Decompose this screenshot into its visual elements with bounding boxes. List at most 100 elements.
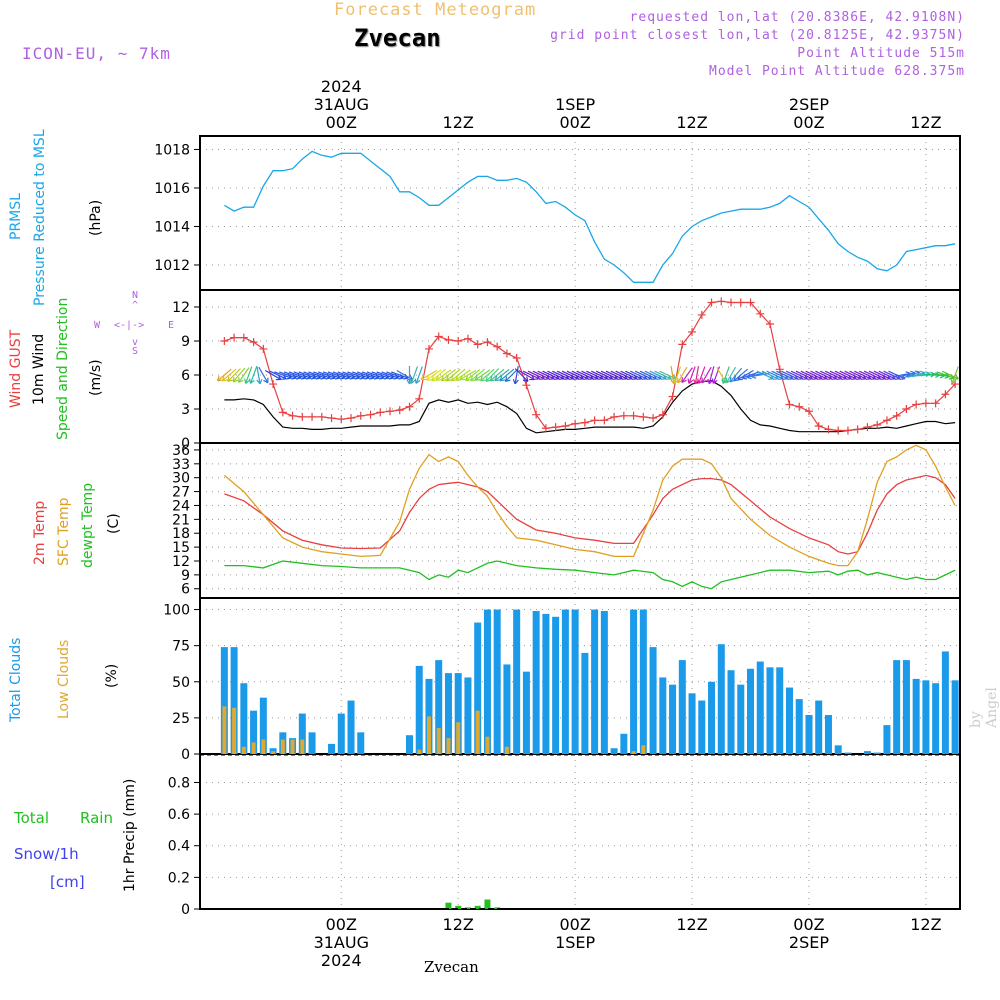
model-label: ICON-EU, ~ 7km: [22, 44, 171, 63]
wind-direction-arrow: [217, 368, 232, 382]
y-tick-label: 0.4: [168, 839, 190, 855]
wind-direction-arrow: [824, 370, 842, 380]
wind-direction-arrow: [221, 368, 237, 382]
wind-direction-arrow: [245, 366, 253, 384]
wind-arrow-head: [474, 375, 481, 381]
low-cloud-bar: [504, 746, 509, 754]
gust-marker: [668, 392, 677, 401]
low-cloud-bar: [475, 710, 480, 754]
total-cloud-bar: [747, 668, 755, 754]
y-tick-label: 30: [172, 471, 190, 487]
wind-direction-arrow: [834, 370, 852, 380]
panel-frame: [199, 289, 961, 444]
panel-frame: [199, 135, 961, 291]
wind-arrow-head: [681, 377, 687, 383]
wind-direction-arrow: [446, 368, 461, 382]
wind-direction-arrow: [733, 368, 749, 382]
gust-marker: [843, 426, 852, 435]
gust-marker: [483, 338, 492, 347]
wind-direction-arrow: [376, 371, 394, 379]
total-cloud-bar: [542, 613, 550, 754]
wind-direction-arrow: [854, 370, 871, 380]
y-tick-label: 24: [172, 498, 190, 514]
total-cloud-bar: [493, 609, 501, 754]
wind-direction-arrow: [941, 370, 959, 380]
wind-arrow-head: [504, 376, 511, 382]
wind-arrow-head: [256, 378, 263, 385]
low-cloud-bar: [261, 739, 266, 754]
wind-direction-arrow: [232, 367, 246, 383]
wind-arrow-head: [263, 377, 269, 384]
y-tick-label: 75: [172, 639, 190, 655]
total-cloud-bar: [639, 609, 647, 754]
wind-direction-arrow: [844, 370, 862, 380]
wind-direction-arrow: [781, 370, 798, 380]
wind-direction-arrow: [673, 366, 682, 384]
total-cloud-bar: [610, 748, 618, 754]
total-cloud-bar: [532, 611, 540, 754]
y-tick-label: 12: [172, 554, 190, 570]
wind-arrow-head: [489, 375, 496, 382]
total-cloud-bar: [581, 652, 589, 754]
gust-marker: [278, 408, 287, 417]
gust-marker: [317, 412, 326, 421]
wind-direction-arrow: [455, 369, 471, 381]
wind-arrow-head: [459, 374, 466, 381]
wind-direction-arrow: [639, 370, 657, 380]
y-tick-label: 25: [172, 711, 190, 727]
wind-direction-arrow: [810, 370, 828, 380]
low-cloud-bar: [631, 751, 636, 754]
total-cloud-bar: [951, 680, 959, 754]
total-cloud-bar: [454, 673, 462, 754]
wind-direction-arrow: [532, 370, 550, 380]
wind-arrow-head: [440, 375, 447, 382]
wind-arrow-head: [522, 376, 529, 382]
time-label-top: 12Z: [910, 113, 941, 132]
total-cloud-bar: [844, 752, 852, 754]
wind-direction-arrow: [581, 370, 599, 380]
wind-direction-arrow: [688, 366, 696, 384]
gust-marker: [337, 415, 346, 424]
wind-direction-arrow: [805, 370, 823, 380]
total-cloud-bar: [230, 647, 238, 754]
wind-direction-arrow: [649, 370, 667, 380]
wind-direction-arrow: [426, 369, 442, 381]
wind-arrow-head: [953, 374, 959, 380]
gust-marker: [727, 298, 736, 307]
total-cloud-bar: [620, 733, 628, 754]
total-cloud-bar: [688, 693, 696, 754]
wind-direction-arrow: [591, 370, 608, 380]
gust-marker: [463, 334, 472, 343]
wind-direction-arrow: [726, 366, 737, 384]
time-label-bottom: 00Z: [793, 915, 824, 934]
time-label-bottom: 31AUG: [314, 933, 369, 952]
wind-direction-arrow: [595, 370, 613, 380]
gust-marker: [454, 337, 463, 345]
wind-arrow-head: [249, 378, 255, 384]
total-cloud-bar: [435, 660, 443, 754]
wind-direction-arrow: [681, 367, 693, 383]
gust-marker: [230, 333, 239, 342]
temp-line: [224, 560, 956, 590]
total-cloud-bar: [220, 647, 228, 754]
low-cloud-bar: [417, 749, 422, 754]
total-cloud-bar: [415, 665, 423, 754]
gust-marker: [610, 412, 619, 421]
wind-direction-arrow: [308, 371, 326, 379]
y-tick-label: 6: [181, 368, 190, 384]
wind-direction-arrow: [313, 371, 331, 379]
wind-direction-arrow: [474, 369, 491, 381]
wind-direction-arrow: [318, 371, 336, 379]
total-cloud-bar: [922, 680, 930, 754]
wind-direction-arrow: [332, 371, 350, 379]
time-label-bottom: 12Z: [910, 915, 941, 934]
wind-direction-arrow: [756, 370, 774, 380]
total-cloud-bar: [805, 715, 813, 754]
gust-marker: [658, 410, 667, 419]
requested-coordinates: requested lon,lat (20.8386E, 42.9108N): [629, 10, 965, 25]
time-label-top: 12Z: [676, 113, 707, 132]
time-label-bottom: 12Z: [676, 915, 707, 934]
total-cloud-bar: [795, 699, 803, 754]
wind-direction-arrow: [771, 370, 789, 380]
total-cloud-bar: [708, 681, 716, 754]
